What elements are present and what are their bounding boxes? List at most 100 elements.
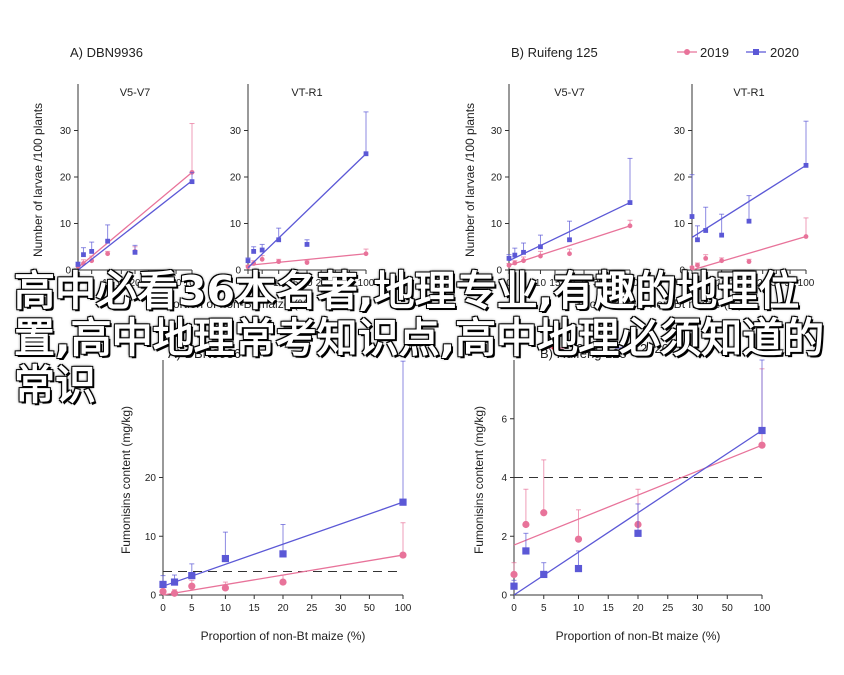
y-tick-label: 10 xyxy=(60,219,72,230)
x-tick-label: 5 xyxy=(189,603,195,614)
x-axis-label: Proportion of non-Bt maize (%) xyxy=(148,297,313,311)
data-point-2019 xyxy=(627,223,633,229)
legend-label-2020: 2020 xyxy=(770,45,799,60)
data-point-2019 xyxy=(363,251,369,257)
subplot-title: V5-V7 xyxy=(554,87,585,99)
x-tick-label: 5 xyxy=(89,278,95,289)
x-tick-label: 50 xyxy=(784,278,796,289)
x-tick-label: 50 xyxy=(364,603,376,614)
x-tick-label: 15 xyxy=(116,278,128,289)
legend-marker-2020 xyxy=(753,49,759,55)
x-tick-label: 30 xyxy=(335,603,347,614)
y-tick-label: 10 xyxy=(491,219,503,230)
x-tick-label: 0 xyxy=(506,278,512,289)
x-tick-label: 50 xyxy=(344,278,356,289)
data-point-2020 xyxy=(803,162,809,168)
legend-label-2019-bottom: 2019 xyxy=(569,341,598,356)
data-point-2020 xyxy=(574,564,583,573)
y-tick-label: 30 xyxy=(230,126,242,137)
x-axis-label: Proportion of non-Bt maize (%) xyxy=(578,297,743,311)
data-point-2019 xyxy=(746,259,752,265)
data-point-2020 xyxy=(188,572,196,580)
data-point-2019 xyxy=(304,260,310,265)
x-tick-label: 0 xyxy=(245,278,251,289)
data-point-2019 xyxy=(803,234,809,239)
data-point-2019 xyxy=(399,551,407,559)
y-tick-label: 0 xyxy=(496,266,502,277)
y-tick-label: 30 xyxy=(491,126,503,137)
data-point-2019 xyxy=(245,264,251,270)
legend-marker-2019-bottom xyxy=(552,345,558,351)
panel-label: A) DBN9936 xyxy=(168,346,241,361)
data-point-2019 xyxy=(689,265,695,271)
y-tick-label: 10 xyxy=(145,532,157,543)
x-tick-label: 100 xyxy=(184,278,201,289)
x-axis-label: Proportion of non-Bt maize (%) xyxy=(201,629,366,643)
x-tick-label: 10 xyxy=(102,278,114,289)
y-tick-label: 20 xyxy=(674,173,686,184)
x-tick-label: 5 xyxy=(259,278,265,289)
x-tick-label: 20 xyxy=(129,278,141,289)
x-tick-label: 0 xyxy=(689,278,695,289)
data-point-2020 xyxy=(89,249,95,254)
y-tick-label: 0 xyxy=(679,266,685,277)
x-tick-label: 25 xyxy=(316,278,328,289)
overlay-title: 高中必看36本名著,地理专业,有趣的地理位置,高中地理常考知识点,高中地理必须知… xyxy=(14,267,825,409)
data-point-2020 xyxy=(567,237,572,243)
data-point-2020 xyxy=(259,247,265,253)
x-tick-label: 20 xyxy=(277,603,289,614)
x-tick-label: 5 xyxy=(521,278,527,289)
data-point-2020 xyxy=(159,580,167,589)
data-point-2019 xyxy=(279,578,287,586)
x-axis-label: Proportion of non-Bt maize (%) xyxy=(556,629,721,643)
data-point-2019 xyxy=(574,535,583,543)
x-tick-label: 0 xyxy=(75,278,81,289)
x-tick-label: 20 xyxy=(632,603,644,614)
data-point-2019 xyxy=(510,570,518,579)
legend-marker-2020-bottom xyxy=(622,345,628,351)
legend-label-2019: 2019 xyxy=(700,45,729,60)
x-tick-label: 0 xyxy=(511,603,517,614)
x-tick-label: 10 xyxy=(573,603,585,614)
data-point-2020 xyxy=(627,200,633,205)
panel-label: A) DBN9936 xyxy=(70,45,143,60)
x-tick-label: 25 xyxy=(662,603,674,614)
fit-line-2020 xyxy=(247,153,367,269)
y-tick-label: 0 xyxy=(235,266,241,277)
y-axis-label: Number of larvae /100 plants xyxy=(463,103,477,257)
data-point-2019 xyxy=(567,251,572,257)
data-point-2020 xyxy=(719,232,725,238)
y-axis-label: Number of larvae /100 plants xyxy=(31,103,45,257)
data-point-2020 xyxy=(304,242,310,247)
x-tick-label: 15 xyxy=(287,278,299,289)
x-tick-label: 25 xyxy=(578,278,590,289)
data-point-2019 xyxy=(512,260,518,266)
data-point-2020 xyxy=(758,426,766,435)
data-point-2020 xyxy=(689,214,695,219)
data-point-2019 xyxy=(276,259,282,265)
data-point-2019 xyxy=(538,253,543,259)
x-tick-label: 100 xyxy=(622,278,639,289)
data-point-2020 xyxy=(363,151,369,157)
x-tick-label: 25 xyxy=(757,278,769,289)
x-tick-label: 20 xyxy=(743,278,755,289)
y-tick-label: 30 xyxy=(674,126,686,137)
data-point-2020 xyxy=(522,547,530,555)
x-tick-label: 50 xyxy=(607,278,619,289)
x-tick-label: 50 xyxy=(170,278,182,289)
data-point-2020 xyxy=(634,529,642,537)
x-tick-label: 100 xyxy=(754,603,771,614)
y-tick-label: 20 xyxy=(491,173,503,184)
x-tick-label: 20 xyxy=(301,278,313,289)
x-tick-label: 100 xyxy=(358,278,375,289)
data-point-2020 xyxy=(521,249,526,255)
legend-marker-2019 xyxy=(684,49,690,55)
y-tick-label: 30 xyxy=(60,126,72,137)
data-point-2020 xyxy=(81,252,86,258)
subplot-title: VT-R1 xyxy=(291,87,322,99)
data-point-2020 xyxy=(510,582,518,590)
data-point-2020 xyxy=(245,258,251,264)
x-tick-label: 100 xyxy=(798,278,815,289)
data-point-2019 xyxy=(521,258,526,264)
x-tick-label: 15 xyxy=(549,278,561,289)
